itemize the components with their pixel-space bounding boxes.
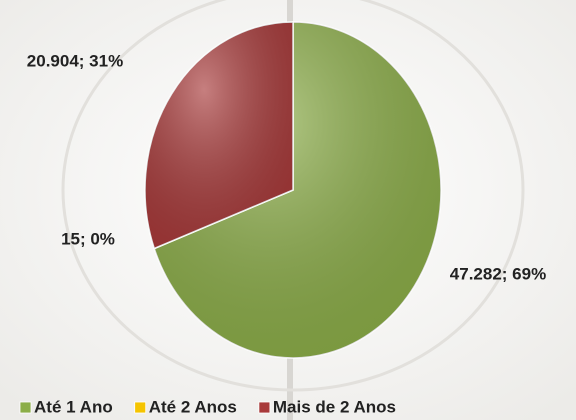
legend-swatch bbox=[135, 402, 146, 413]
data-label: 20.904; 31% bbox=[27, 51, 123, 70]
legend-swatch bbox=[259, 402, 270, 413]
chart: 47.282; 69% 15; 0% 20.904; 31% Até 1 Ano At… bbox=[0, 0, 576, 420]
data-label: 15; 0% bbox=[61, 229, 115, 248]
page: 47.282; 69% 15; 0% 20.904; 31% Até 1 Ano At… bbox=[0, 0, 576, 420]
legend-label: Mais de 2 Anos bbox=[273, 397, 396, 416]
legend-swatch bbox=[20, 402, 31, 413]
data-label: 47.282; 69% bbox=[450, 264, 546, 283]
legend-label: Até 1 Ano bbox=[34, 397, 113, 416]
legend-label: Até 2 Anos bbox=[149, 397, 237, 416]
